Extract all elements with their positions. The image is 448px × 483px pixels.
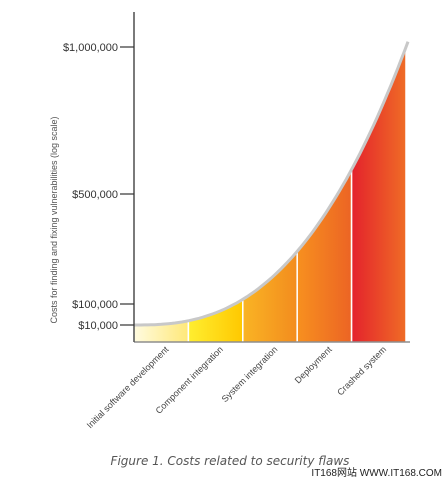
y-axis-title: Costs for finding and fixing vulnerabili… bbox=[49, 116, 59, 323]
y-tick-label: $1,000,000 bbox=[63, 42, 118, 54]
y-tick-label: $100,000 bbox=[72, 299, 118, 311]
y-tick-label: $500,000 bbox=[72, 189, 118, 201]
cost-curve bbox=[134, 41, 410, 327]
segment-3 bbox=[242, 249, 298, 343]
y-ticks: $10,000 $100,000 $500,000 $1,000,000 bbox=[63, 42, 134, 332]
segment-5 bbox=[350, 46, 407, 343]
watermark-text: IT168网站 WWW.IT168.COM bbox=[311, 466, 442, 479]
area-segments bbox=[133, 46, 407, 343]
x-tick-label: Initial software development bbox=[85, 344, 171, 430]
x-tick-label: System integration bbox=[220, 344, 280, 404]
figure-caption: Figure 1. Costs related to security flaw… bbox=[111, 454, 350, 468]
x-tick-label: Deployment bbox=[293, 344, 334, 385]
segment-2 bbox=[187, 297, 244, 343]
y-tick-label: $10,000 bbox=[78, 320, 118, 332]
x-tick-label: Crashed system bbox=[335, 344, 388, 397]
segment-4 bbox=[296, 169, 353, 343]
